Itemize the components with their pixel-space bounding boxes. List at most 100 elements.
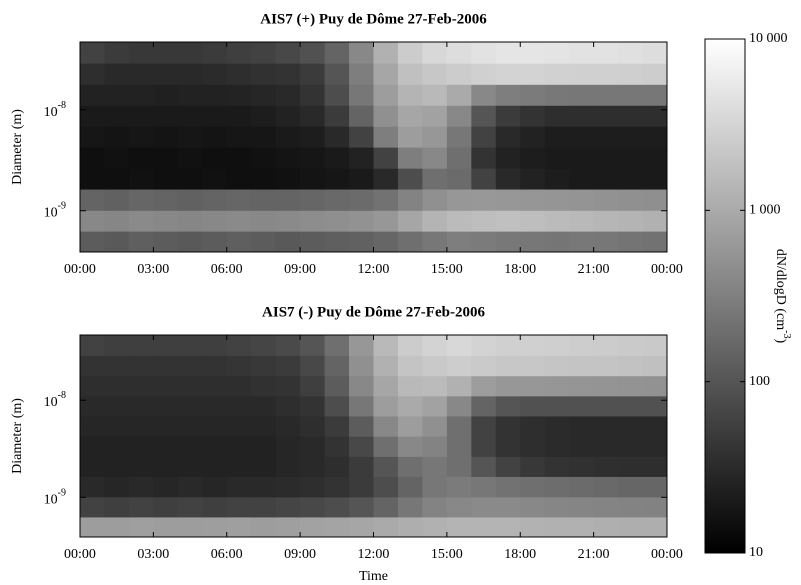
heatmap-cell xyxy=(642,436,668,457)
heatmap-cell xyxy=(520,375,546,397)
heatmap-cell xyxy=(642,105,668,127)
heatmap-cell xyxy=(128,456,154,477)
heatmap-cell xyxy=(324,516,350,538)
heatmap-cell xyxy=(324,42,350,64)
heatmap-cell xyxy=(226,84,252,106)
heatmap-cell xyxy=(80,496,105,518)
heatmap-cell xyxy=(569,476,595,498)
heatmap-cell xyxy=(618,516,644,538)
x-tick-label: 06:00 xyxy=(211,547,243,562)
heatmap-cell xyxy=(324,476,350,498)
heatmap-cell xyxy=(226,395,252,417)
heatmap-cell xyxy=(226,231,252,253)
heatmap-cell xyxy=(544,147,570,169)
heatmap-cell xyxy=(300,168,326,190)
heatmap-cell xyxy=(104,516,130,538)
y-tick-label: 10-9 xyxy=(44,488,66,508)
heatmap-cell xyxy=(471,456,497,477)
heatmap-cell xyxy=(373,516,399,538)
heatmap-cell xyxy=(422,189,448,211)
heatmap-cell xyxy=(324,335,350,356)
heatmap-cell xyxy=(422,84,448,106)
heatmap-cell xyxy=(446,496,472,518)
heatmap-cell xyxy=(153,456,179,477)
heatmap-cell xyxy=(446,63,472,85)
heatmap-cell xyxy=(642,231,668,253)
heatmap-cell xyxy=(104,496,130,518)
heatmap-cell xyxy=(422,476,448,498)
heatmap-cell xyxy=(324,105,350,127)
heatmap-cell xyxy=(446,476,472,498)
x-tick-label: 09:00 xyxy=(284,547,316,562)
heatmap-cell xyxy=(349,147,374,169)
heatmap-cell xyxy=(275,496,301,518)
heatmap-cell xyxy=(422,395,448,417)
heatmap-cell xyxy=(104,375,130,397)
heatmap-cell xyxy=(618,496,644,518)
heatmap-cell xyxy=(520,496,546,518)
heatmap-cell xyxy=(618,210,644,232)
heatmap-cell xyxy=(495,355,521,377)
heatmap-cell xyxy=(275,456,301,477)
heatmap-cell xyxy=(495,395,521,417)
heatmap-cell xyxy=(300,231,326,253)
heatmap-cell xyxy=(80,147,105,169)
heatmap-cell xyxy=(642,496,668,518)
heatmap-cell xyxy=(422,355,448,377)
x-tick-label: 03:00 xyxy=(137,547,169,562)
heatmap-cell xyxy=(642,210,668,232)
heatmap-cell xyxy=(618,231,644,253)
heatmap-cell xyxy=(153,496,179,518)
heatmap-cell xyxy=(251,42,277,64)
heatmap-cell xyxy=(202,126,228,148)
heatmap-cell xyxy=(177,231,203,253)
heatmap-cell xyxy=(495,496,521,518)
heatmap-cell xyxy=(177,476,203,498)
heatmap-cell xyxy=(177,147,203,169)
heatmap-cell xyxy=(471,436,497,457)
heatmap-cell xyxy=(177,335,203,356)
heatmap-cell xyxy=(593,415,619,437)
heatmap-cell xyxy=(495,105,521,127)
heatmap-cell xyxy=(324,496,350,518)
heatmap-cell xyxy=(593,436,619,457)
heatmap-cell xyxy=(495,189,521,211)
heatmap-cell xyxy=(569,189,595,211)
heatmap-cell xyxy=(275,168,301,190)
heatmap-cell xyxy=(593,84,619,106)
heatmap-cell xyxy=(251,210,277,232)
heatmap-cell xyxy=(324,126,350,148)
colorbar-label: dN/dlogD (cm-3) xyxy=(773,249,792,344)
heatmap-cell xyxy=(251,189,277,211)
heatmap-cell xyxy=(520,210,546,232)
heatmap-cell xyxy=(495,335,521,356)
heatmap-cell xyxy=(104,105,130,127)
heatmap-cell xyxy=(373,415,399,437)
x-tick-label: 00:00 xyxy=(651,262,683,277)
heatmap-cell xyxy=(544,189,570,211)
heatmap-cell xyxy=(275,105,301,127)
heatmap-cell xyxy=(226,63,252,85)
heatmap-cell xyxy=(80,375,105,397)
heatmap-cell xyxy=(618,375,644,397)
heatmap-cell xyxy=(226,496,252,518)
heatmap-cell xyxy=(349,63,374,85)
heatmap-cell xyxy=(300,126,326,148)
heatmap-cell xyxy=(397,42,423,64)
heatmap-cell xyxy=(520,126,546,148)
heatmap-cell xyxy=(202,375,228,397)
heatmap-cell xyxy=(593,231,619,253)
heatmap-cell xyxy=(520,231,546,253)
heatmap-cell xyxy=(471,105,497,127)
heatmap-cell xyxy=(544,168,570,190)
heatmap-cell xyxy=(177,375,203,397)
heatmap-cell xyxy=(153,126,179,148)
heatmap-cell xyxy=(642,84,668,106)
heatmap-cell xyxy=(593,516,619,538)
x-tick-label: 09:00 xyxy=(284,262,316,277)
heatmap-cell xyxy=(397,456,423,477)
heatmap-cell xyxy=(495,147,521,169)
heatmap-cell xyxy=(349,189,374,211)
heatmap-cell xyxy=(300,63,326,85)
